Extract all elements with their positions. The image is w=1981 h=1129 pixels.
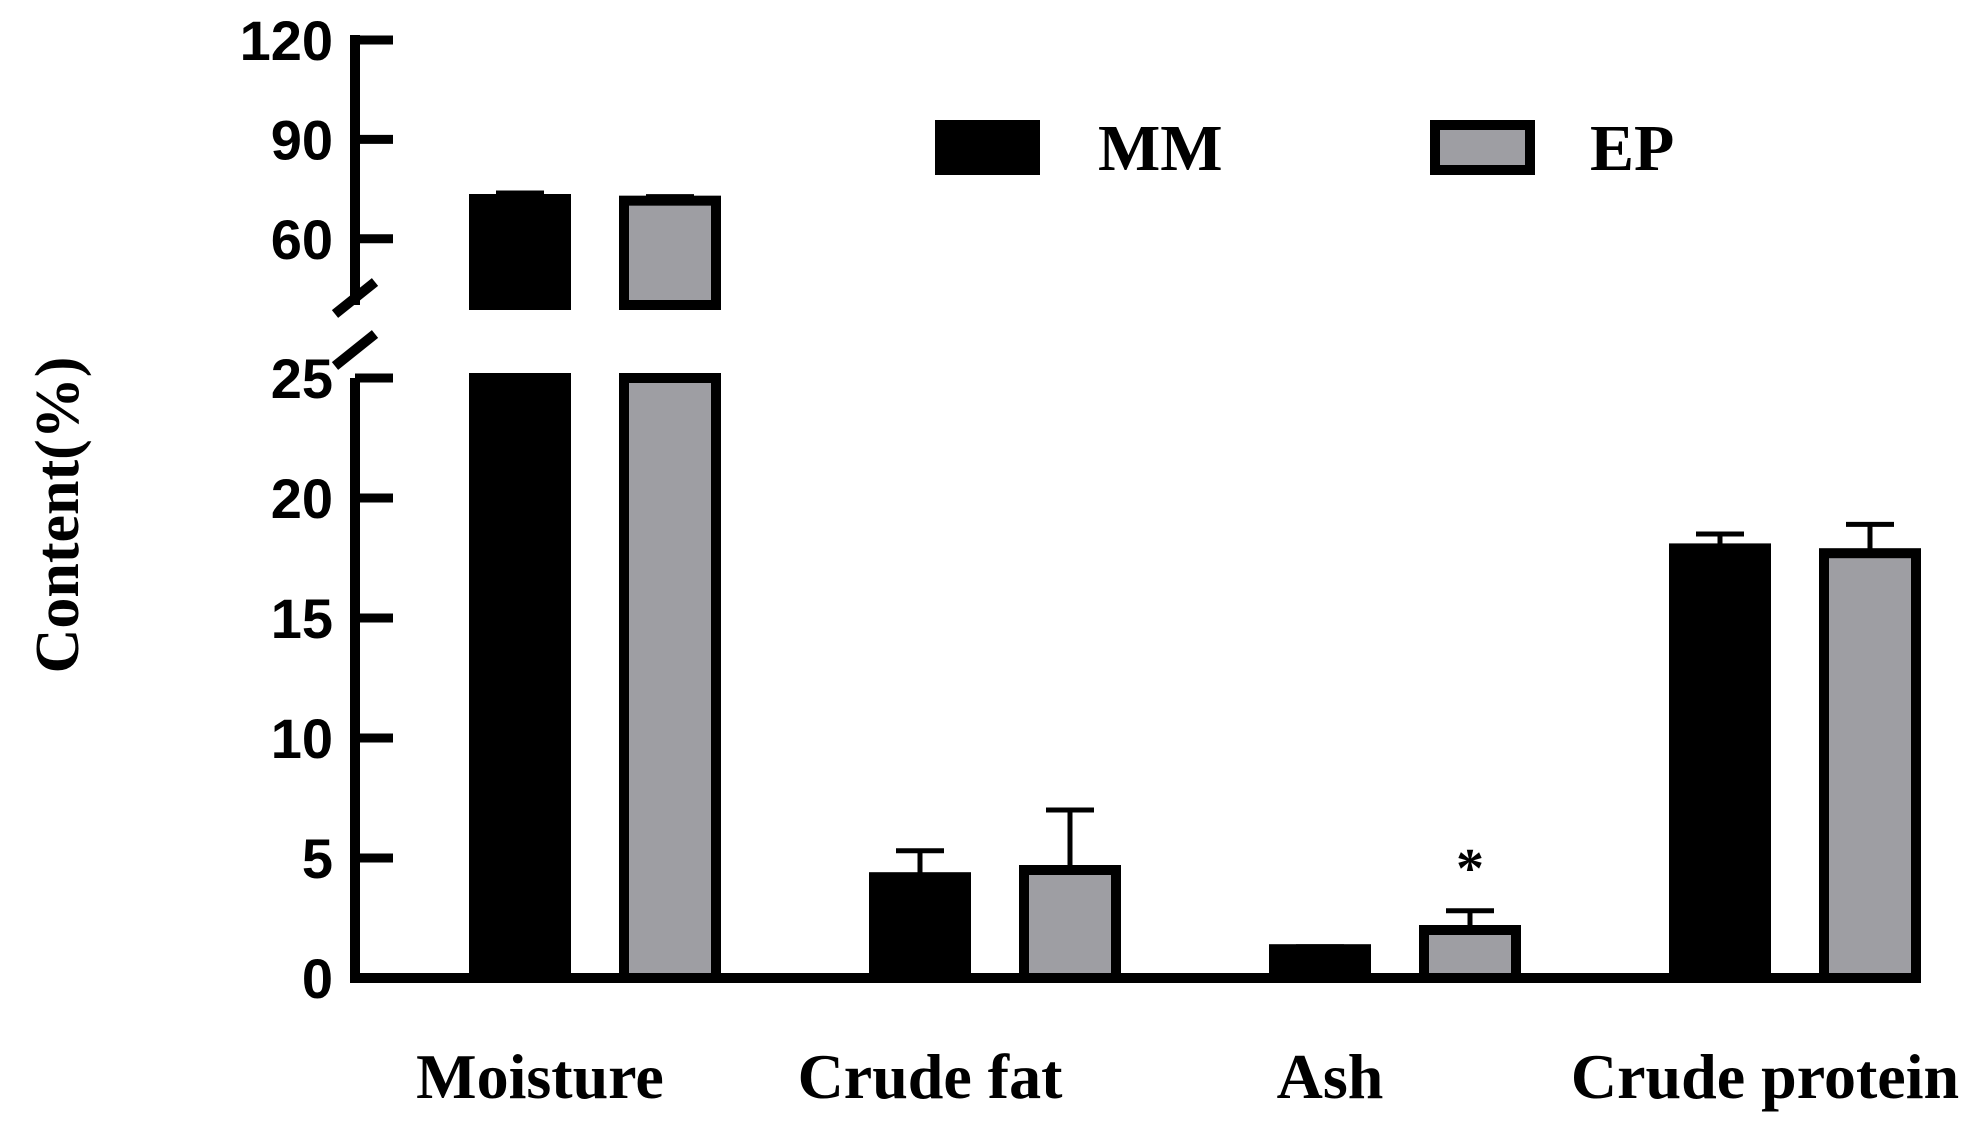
y-tick-label: 90 bbox=[271, 108, 333, 171]
bar-EP-moisture-upper bbox=[619, 195, 721, 310]
bar-EP-moisture-lower bbox=[619, 373, 721, 983]
axis-break-mark bbox=[331, 330, 379, 370]
bar-MM-crude-fat bbox=[869, 872, 971, 984]
y-tick-label: 60 bbox=[271, 208, 333, 271]
x-tick-label: Moisture bbox=[416, 1041, 664, 1112]
y-tick-label: 120 bbox=[240, 9, 333, 72]
y-ticks: 0 5 10 15 20 25 60 90 120 bbox=[240, 9, 393, 1010]
axis-break-mark bbox=[331, 278, 379, 318]
bar-MM-crude-protein bbox=[1669, 543, 1771, 984]
bar-MM-moisture-upper bbox=[469, 194, 571, 310]
bar-EP-ash bbox=[1419, 925, 1521, 983]
bar-EP-crude-fat bbox=[1019, 865, 1121, 983]
y-tick-label: 5 bbox=[302, 827, 333, 890]
y-tick-label: 10 bbox=[271, 707, 333, 770]
y-axis-label: Content(%) bbox=[24, 357, 92, 674]
y-tick-label: 20 bbox=[271, 467, 333, 530]
legend-label-ep: EP bbox=[1590, 112, 1674, 185]
x-labels: Moisture Crude fat Ash Crude protein bbox=[416, 1041, 1959, 1112]
x-tick-label: Crude protein bbox=[1571, 1041, 1959, 1112]
legend: MM EP bbox=[935, 112, 1674, 185]
significance-marker: * bbox=[1456, 838, 1484, 900]
bar-MM-ash bbox=[1269, 944, 1371, 984]
legend-swatch-ep bbox=[1430, 120, 1535, 175]
legend-swatch-mm bbox=[935, 120, 1040, 175]
x-tick-label: Ash bbox=[1277, 1041, 1384, 1112]
y-tick-label: 15 bbox=[271, 587, 333, 650]
legend-label-mm: MM bbox=[1098, 112, 1223, 185]
bar-MM-moisture-lower bbox=[469, 373, 571, 983]
y-tick-label: 25 bbox=[271, 347, 333, 410]
y-tick-label: 0 bbox=[302, 947, 333, 1010]
bars: * bbox=[469, 190, 1921, 984]
bar-EP-crude-protein bbox=[1819, 548, 1921, 983]
axes bbox=[331, 35, 1905, 983]
x-tick-label: Crude fat bbox=[798, 1041, 1064, 1112]
